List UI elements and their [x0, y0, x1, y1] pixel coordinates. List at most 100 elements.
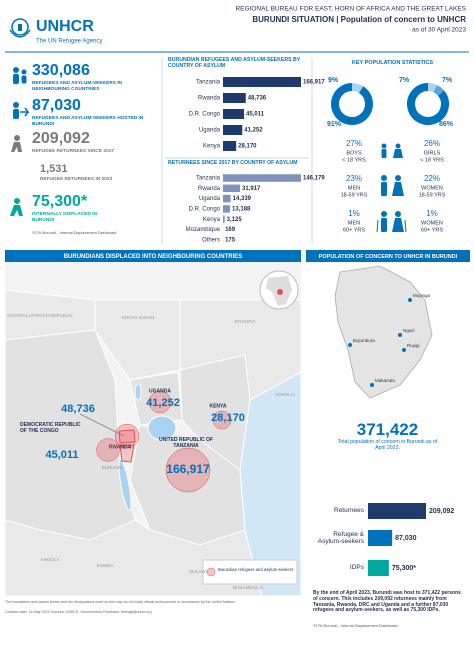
bar	[223, 141, 237, 151]
country-label: SOMALIA	[275, 392, 295, 397]
donut-label: 7%	[442, 77, 453, 84]
demographic-group: BOYS	[346, 150, 362, 156]
kpi-label: REFUGEE RETURNEES IN 2023	[40, 177, 113, 182]
chart-title: BURUNDIAN REFUGEES AND ASYLUM-SEEKERS BY…	[168, 57, 301, 69]
bubble	[212, 410, 232, 430]
kpi-value: 87,030	[32, 97, 81, 114]
kpi-icon	[13, 67, 27, 84]
org-name: UNHCR	[36, 18, 94, 35]
donut-label: 7%	[399, 77, 410, 84]
kpi-label: REFUGEE RETURNEES SINCE 2017	[32, 149, 115, 154]
value-label: 48,736	[248, 96, 267, 102]
donut-label: 86%	[439, 121, 454, 128]
place-dot	[348, 343, 352, 347]
bar	[223, 77, 301, 87]
donut-label: 91%	[327, 121, 342, 128]
kpi-value: 209,092	[32, 130, 90, 147]
place-label: Ruyigi	[407, 343, 420, 348]
section-title: BURUNDIANS DISPLACED INTO NEIGHBOURING C…	[64, 254, 243, 260]
place-dot	[402, 348, 406, 352]
map-value: 41,252	[146, 397, 180, 409]
section-title: POPULATION OF CONCERN TO UNHCR IN BURUND…	[319, 254, 458, 260]
category-label: Uganda	[199, 196, 221, 202]
inset-globe	[259, 270, 299, 310]
bar	[223, 194, 231, 203]
category-label: Rwanda	[198, 186, 221, 192]
bar	[223, 215, 225, 223]
country-label: ANGOLA	[41, 557, 60, 562]
bar	[368, 560, 389, 576]
category-label: D.R. Congo	[189, 112, 221, 118]
country-label: UNITED REPUBLIC OF TANZANIA	[159, 437, 213, 449]
donut-segment	[331, 83, 373, 125]
kpi-label: REFUGEES AND ASYLUM-SEEKERS HOSTED IN BU…	[32, 116, 144, 127]
kpi-value: 75,300*	[32, 193, 88, 210]
country-label: ZAMBIA	[97, 563, 114, 568]
value-label: 175	[225, 237, 236, 243]
bubble	[165, 447, 211, 493]
value-label: 45,011	[246, 112, 265, 118]
value-label: 209,092	[429, 508, 454, 515]
demographic-group: MEN	[348, 185, 360, 191]
bubble	[148, 390, 172, 414]
category-label: Tanzania	[196, 176, 221, 182]
legend-label: Burundian refugees and asylum-seekers	[218, 567, 294, 572]
kpi-icon	[11, 135, 22, 152]
place-label: Muyinga	[413, 293, 431, 298]
basemap	[4, 262, 302, 597]
value-label: 14,339	[233, 196, 252, 202]
value-label: 166,917	[303, 80, 325, 86]
bar	[223, 109, 245, 119]
disclaimer: The boundaries and names shown and the d…	[5, 600, 237, 604]
bar	[223, 184, 241, 193]
chart-title: RETURNEES SINCE 2017 BY COUNTRY OF ASYLU…	[168, 160, 298, 166]
bubble	[114, 423, 140, 449]
category-label: Returnees	[334, 507, 364, 515]
summary: By the end of April 2023, Burundi was ho…	[313, 590, 461, 614]
panel-title: KEY POPULATION STATISTICS	[351, 60, 434, 66]
category-label: Others	[202, 237, 220, 243]
kpi-note: *DTM Burundi – Internal Displacement Das…	[32, 231, 117, 235]
total-caption: Total population of concern in Burundi a…	[337, 439, 438, 451]
kpi-label: REFUGEES AND ASYLUM-SEEKERS IN NEIGHBOUR…	[32, 81, 122, 92]
map-value: 28,170	[211, 412, 245, 424]
donut-segment	[351, 83, 364, 94]
country-label: UGANDA	[149, 388, 171, 394]
kpi-value: 1,531	[40, 163, 68, 175]
bar	[223, 125, 243, 135]
place-label: Makamba	[375, 378, 395, 383]
demographic-age: 60+ YRS	[421, 227, 443, 233]
place-label: Bujumbura	[353, 338, 375, 343]
value-label: 75,300*	[392, 565, 416, 572]
demographic-group: WOMEN	[421, 220, 443, 226]
section-header	[5, 250, 301, 262]
bureau: REGIONAL BUREAU FOR EAST, HORN OF AFRICA…	[235, 6, 466, 13]
bar	[223, 205, 231, 213]
donut-segment	[433, 84, 445, 96]
demographic-age: < 18 YRS	[342, 157, 366, 163]
kpi-icon	[13, 102, 30, 119]
bar	[223, 93, 246, 103]
tagline: The UN Refugee Agency	[36, 39, 102, 45]
demographic-age: 18-59 YRS	[419, 192, 446, 198]
category-label: D.R. Congo	[189, 206, 221, 212]
category-label: Uganda	[199, 128, 221, 134]
value-label: 146,179	[303, 176, 325, 182]
place-dot	[370, 383, 374, 387]
demographic-age: 18-59 YRS	[341, 192, 368, 198]
bar	[368, 530, 393, 546]
note: *DTM Burundi – Internal Displacement Das…	[313, 624, 398, 628]
category-label: Kenya	[203, 217, 221, 223]
page-title: BURUNDI SITUATION | Population of concer…	[252, 15, 466, 24]
country-label: SOUTH SUDAN	[122, 315, 155, 320]
country-label: BURUNDI	[102, 465, 123, 470]
category-label: Mozambique	[186, 227, 221, 233]
country-label: CENTRAL AFRICAN REPUBLIC	[7, 313, 73, 318]
country-label: MALAWI	[189, 569, 207, 574]
demographic-pct: 22%	[424, 174, 440, 183]
donut-segment	[407, 83, 449, 125]
place-label: Ngozi	[403, 328, 415, 333]
demographic-group: MEN	[348, 220, 360, 226]
